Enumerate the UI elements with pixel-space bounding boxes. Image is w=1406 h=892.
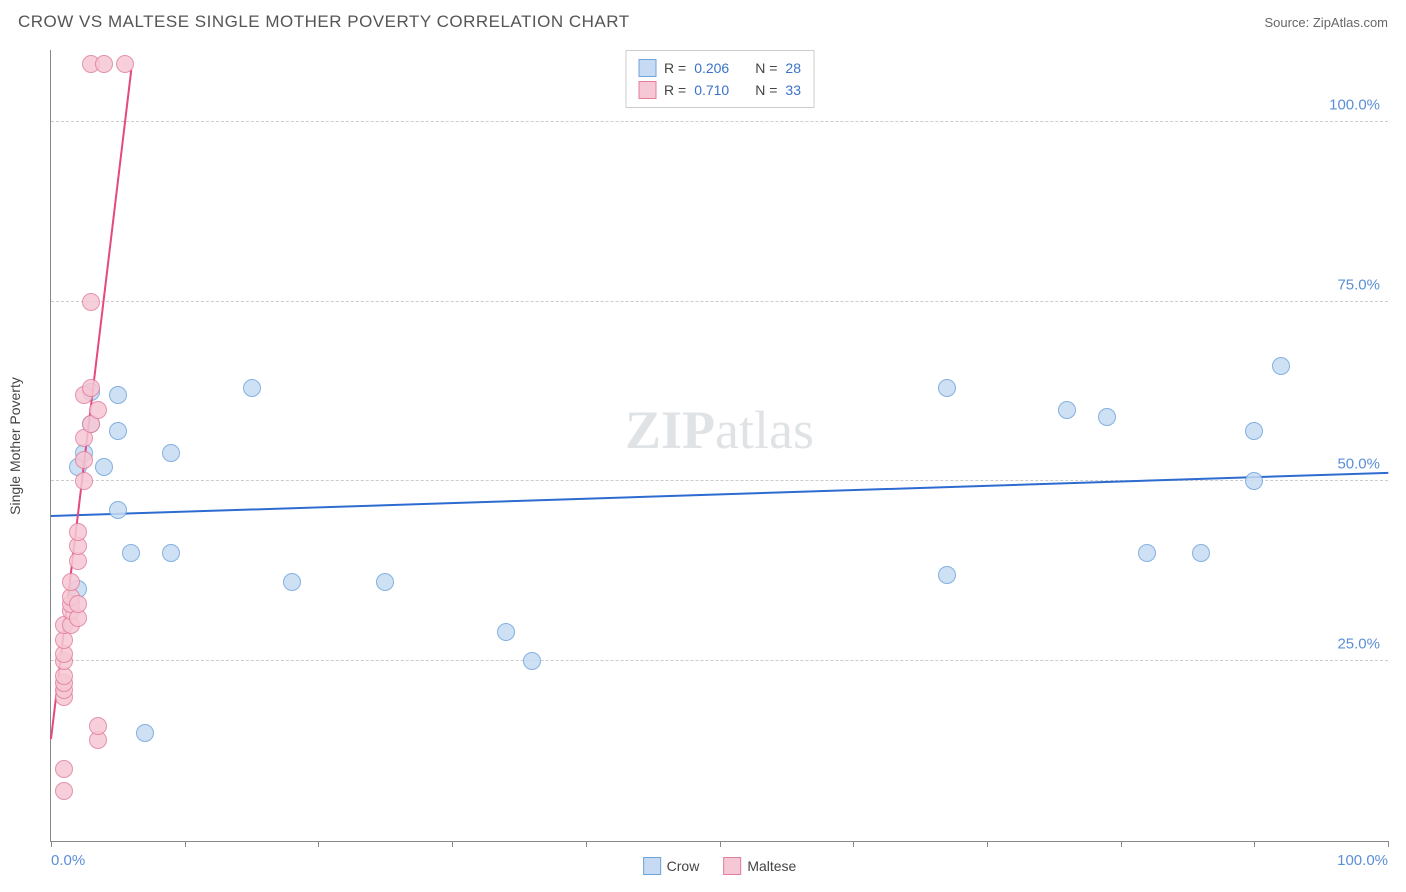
scatter-point <box>1058 401 1076 419</box>
scatter-point <box>1245 422 1263 440</box>
scatter-point <box>1192 544 1210 562</box>
grid-line <box>51 301 1388 302</box>
legend-series-item: Maltese <box>723 857 796 875</box>
x-tick-mark <box>1388 841 1389 847</box>
legend-swatch <box>638 59 656 77</box>
chart-container: ZIPatlas Single Mother Poverty R =0.206N… <box>50 50 1388 842</box>
scatter-point <box>95 55 113 73</box>
scatter-point <box>1098 408 1116 426</box>
legend-stats-row: R = 0.710 N = 33 <box>638 79 801 101</box>
y-tick-label: 100.0% <box>1329 96 1380 113</box>
n-value: 28 <box>785 60 801 76</box>
scatter-point <box>136 724 154 742</box>
r-label: R = <box>664 82 686 98</box>
scatter-point <box>1272 357 1290 375</box>
scatter-point <box>95 458 113 476</box>
x-tick-mark <box>586 841 587 847</box>
x-tick-mark <box>987 841 988 847</box>
x-tick-label: 100.0% <box>1337 852 1388 869</box>
n-value: 33 <box>785 82 801 98</box>
scatter-point <box>283 573 301 591</box>
scatter-point <box>69 595 87 613</box>
legend-series-label: Crow <box>667 858 700 874</box>
scatter-point <box>75 451 93 469</box>
scatter-point <box>1245 472 1263 490</box>
grid-line <box>51 480 1388 481</box>
source-attribution: Source: ZipAtlas.com <box>1264 15 1388 30</box>
scatter-point <box>1138 544 1156 562</box>
legend-swatch <box>643 857 661 875</box>
y-tick-label: 25.0% <box>1337 636 1380 653</box>
scatter-point <box>55 782 73 800</box>
scatter-point <box>162 544 180 562</box>
y-axis-label: Single Mother Poverty <box>7 377 23 515</box>
watermark-bold: ZIP <box>625 400 715 460</box>
y-tick-label: 75.0% <box>1337 276 1380 293</box>
scatter-point <box>55 760 73 778</box>
scatter-point <box>162 444 180 462</box>
x-tick-mark <box>853 841 854 847</box>
scatter-point <box>109 386 127 404</box>
x-tick-mark <box>185 841 186 847</box>
header-bar: CROW VS MALTESE SINGLE MOTHER POVERTY CO… <box>0 0 1406 40</box>
legend-series-item: Crow <box>643 857 700 875</box>
scatter-point <box>89 401 107 419</box>
scatter-point <box>122 544 140 562</box>
x-tick-mark <box>318 841 319 847</box>
watermark: ZIPatlas <box>625 399 814 461</box>
legend-series: Crow Maltese <box>643 857 797 875</box>
n-label: N = <box>755 82 777 98</box>
n-label: N = <box>755 60 777 76</box>
scatter-point <box>62 573 80 591</box>
x-tick-mark <box>1121 841 1122 847</box>
scatter-point <box>523 652 541 670</box>
grid-line <box>51 660 1388 661</box>
legend-stats-row: R = 0.206 N = 28 <box>638 57 801 79</box>
watermark-rest: atlas <box>715 400 814 460</box>
legend-stats: R = 0.206 N = 28 R = 0.710 N = 33 <box>625 50 814 108</box>
r-value: 0.206 <box>694 60 729 76</box>
x-tick-mark <box>51 841 52 847</box>
scatter-point <box>69 523 87 541</box>
r-value: 0.710 <box>694 82 729 98</box>
scatter-point <box>116 55 134 73</box>
scatter-point <box>82 379 100 397</box>
y-tick-label: 50.0% <box>1337 456 1380 473</box>
scatter-point <box>89 717 107 735</box>
scatter-point <box>938 379 956 397</box>
legend-swatch <box>638 81 656 99</box>
x-tick-label: 0.0% <box>51 852 85 869</box>
r-label: R = <box>664 60 686 76</box>
legend-swatch <box>723 857 741 875</box>
scatter-point <box>109 501 127 519</box>
plot-area: ZIPatlas Single Mother Poverty R =0.206N… <box>50 50 1388 842</box>
scatter-point <box>75 472 93 490</box>
scatter-point <box>497 623 515 641</box>
scatter-point <box>376 573 394 591</box>
x-tick-mark <box>720 841 721 847</box>
chart-title: CROW VS MALTESE SINGLE MOTHER POVERTY CO… <box>18 12 630 32</box>
scatter-point <box>82 293 100 311</box>
scatter-point <box>243 379 261 397</box>
scatter-point <box>938 566 956 584</box>
legend-series-label: Maltese <box>747 858 796 874</box>
trend-line <box>51 472 1388 517</box>
grid-line <box>51 121 1388 122</box>
x-tick-mark <box>452 841 453 847</box>
x-tick-mark <box>1254 841 1255 847</box>
scatter-point <box>109 422 127 440</box>
